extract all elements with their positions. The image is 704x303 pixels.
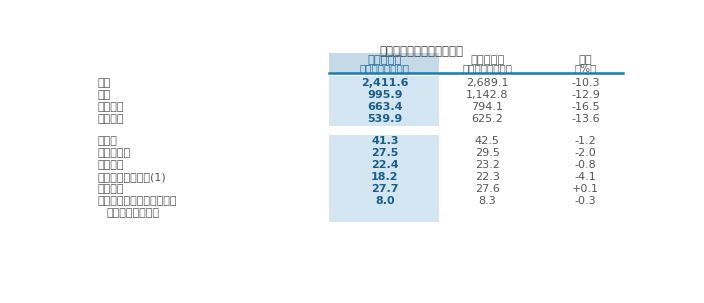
Text: 995.9: 995.9 [367, 90, 403, 100]
Text: 1,142.8: 1,142.8 [466, 90, 508, 100]
Text: 毛利: 毛利 [97, 90, 111, 100]
Bar [329, 53, 439, 73]
Text: 二零一六年: 二零一六年 [367, 55, 402, 65]
Text: 8.0: 8.0 [375, 196, 395, 206]
Bar [329, 76, 439, 126]
Text: +0.1: +0.1 [572, 184, 599, 194]
Text: -10.3: -10.3 [571, 78, 600, 88]
Text: -12.9: -12.9 [571, 90, 600, 100]
Text: 29.5: 29.5 [474, 148, 500, 158]
Text: 截至十二月三十一日止年度: 截至十二月三十一日止年度 [379, 45, 463, 58]
Text: （%）: （%） [574, 63, 597, 73]
Text: 收入: 收入 [97, 78, 111, 88]
Text: 539.9: 539.9 [367, 114, 403, 124]
Text: （佔收入百分比）: （佔收入百分比） [106, 208, 160, 218]
Text: 毛利率: 毛利率 [97, 136, 117, 146]
Text: -2.0: -2.0 [574, 148, 596, 158]
Text: 8.3: 8.3 [478, 196, 496, 206]
Text: -1.2: -1.2 [574, 136, 596, 146]
Text: -0.8: -0.8 [574, 160, 596, 170]
Bar [329, 135, 439, 221]
Text: 年度利潤: 年度利潤 [97, 114, 124, 124]
Text: 有效稅率: 有效稅率 [97, 184, 124, 194]
Text: 2,411.6: 2,411.6 [361, 78, 408, 88]
Text: 18.2: 18.2 [371, 172, 398, 182]
Text: 廣告及宣傳開支及裝修補貼: 廣告及宣傳開支及裝修補貼 [97, 196, 177, 206]
Text: 663.4: 663.4 [367, 102, 403, 112]
Text: 42.5: 42.5 [474, 136, 500, 146]
Text: 2,689.1: 2,689.1 [466, 78, 508, 88]
Text: 22.4: 22.4 [371, 160, 398, 170]
Text: （人民幣百萬元）: （人民幣百萬元） [360, 63, 410, 73]
Text: 625.2: 625.2 [471, 114, 503, 124]
Text: 淨利潤率: 淨利潤率 [97, 160, 124, 170]
Text: 二零一五年: 二零一五年 [470, 55, 504, 65]
Text: 27.5: 27.5 [371, 148, 398, 158]
Text: 22.3: 22.3 [474, 172, 500, 182]
Text: 經營利潤: 經營利潤 [97, 102, 124, 112]
Text: 變幅: 變幅 [579, 55, 593, 65]
Text: -16.5: -16.5 [571, 102, 600, 112]
Text: 平均股東權益回報(1): 平均股東權益回報(1) [97, 172, 166, 182]
Text: 27.7: 27.7 [371, 184, 398, 194]
Text: -13.6: -13.6 [571, 114, 600, 124]
Text: 41.3: 41.3 [371, 136, 398, 146]
Text: 794.1: 794.1 [471, 102, 503, 112]
Text: -0.3: -0.3 [574, 196, 596, 206]
Text: （人民幣百萬元）: （人民幣百萬元） [462, 63, 512, 73]
Text: 經營利潤率: 經營利潤率 [97, 148, 130, 158]
Text: 23.2: 23.2 [474, 160, 500, 170]
Text: -4.1: -4.1 [574, 172, 596, 182]
Text: 27.6: 27.6 [474, 184, 500, 194]
